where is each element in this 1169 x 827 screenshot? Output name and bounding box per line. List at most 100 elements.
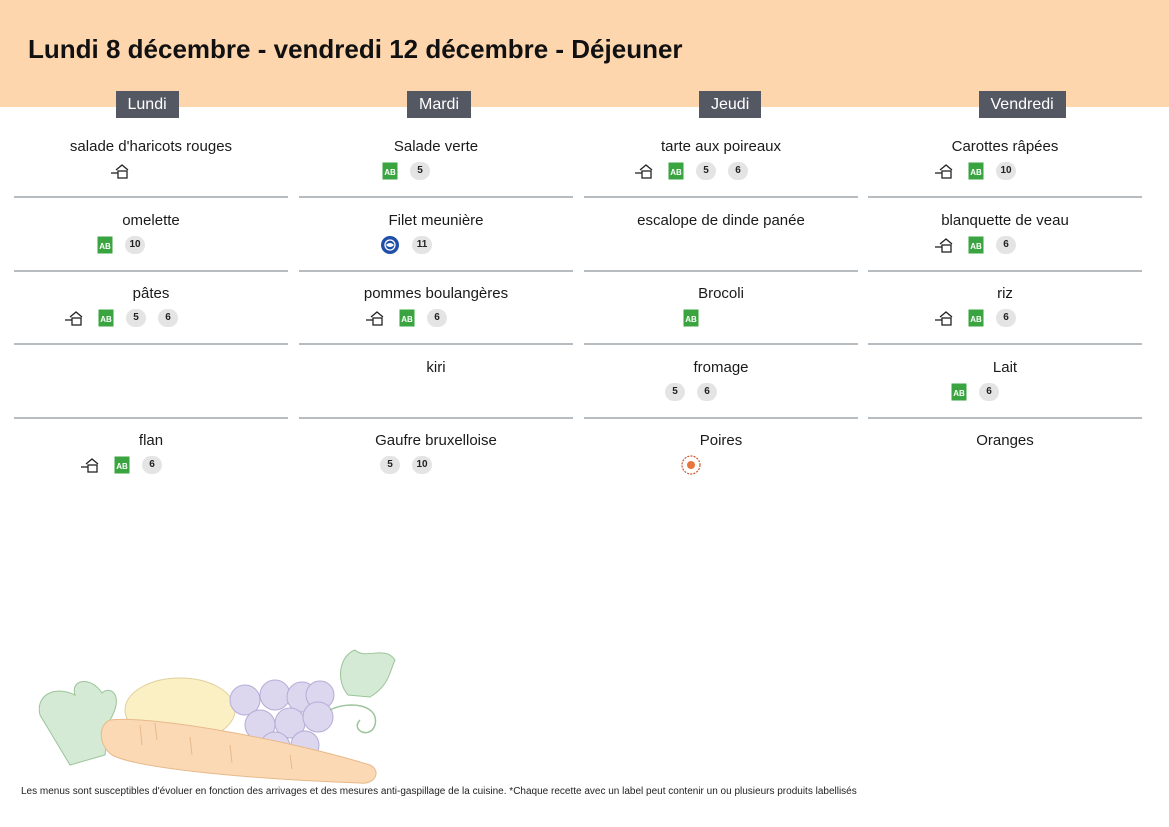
bio-label-icon: AB <box>399 309 415 327</box>
menu-cell: kiri <box>299 312 573 419</box>
allergen-badge: 6 <box>697 382 717 401</box>
menu-cell: Oranges <box>868 385 1142 458</box>
dish-name: flan <box>138 432 164 449</box>
dish-name: escalope de dinde panée <box>637 211 805 229</box>
allergen-badge: 6 <box>996 309 1016 327</box>
bio-label-icon: AB <box>668 162 684 180</box>
dish-name: Gaufre bruxelloise <box>375 432 497 449</box>
row-divider <box>14 416 288 419</box>
menu-cell: blanquette de veau AB 6 <box>868 165 1142 272</box>
dish-name: Brocoli <box>698 285 744 302</box>
menu-cell <box>14 312 288 419</box>
dish-name: salade d'haricots rouges <box>69 138 233 155</box>
bio-label-icon: AB <box>683 309 699 327</box>
allergen-badge: 11 <box>412 235 432 254</box>
allergen-badge: 10 <box>412 456 432 474</box>
dish-name: Filet meunière <box>388 211 484 229</box>
label-row <box>868 455 1142 475</box>
dish-name: pommes boulangères <box>363 285 509 302</box>
menu-cell: pâtes AB 5 6 <box>14 238 288 345</box>
dish-name: pâtes <box>132 285 170 302</box>
bio-label-icon: AB <box>114 456 130 474</box>
dish-name: Lait <box>992 358 1018 376</box>
label-row: AB 5 6 <box>584 161 858 181</box>
svg-text:AB: AB <box>384 168 396 177</box>
fait-maison-icon <box>934 309 956 327</box>
dish-name: Salade verte <box>393 138 479 155</box>
header-band <box>0 0 1169 107</box>
dish-name: blanquette de veau <box>941 211 1069 229</box>
day-header: Jeudi <box>699 91 762 118</box>
svg-text:AB: AB <box>970 315 982 324</box>
allergen-badge: 10 <box>125 235 145 254</box>
menu-cell: Carottes râpées AB 10 <box>868 91 1142 198</box>
label-row: 5 10 <box>299 455 573 475</box>
day-header: Mardi <box>407 91 472 118</box>
svg-text:AB: AB <box>970 168 982 177</box>
svg-text:AB: AB <box>670 168 682 177</box>
row-divider <box>868 343 1142 345</box>
menu-cell: omelette AB 10 <box>14 165 288 272</box>
label-row: AB 5 6 <box>14 308 288 328</box>
svg-text:AB: AB <box>401 315 413 324</box>
menu-cell: riz AB 6 <box>868 238 1142 345</box>
row-divider <box>299 196 573 198</box>
fait-maison-icon <box>934 162 956 180</box>
dish-name: Poires <box>699 432 743 449</box>
day-header: Vendredi <box>978 91 1066 118</box>
allergen-badge: 5 <box>665 382 685 401</box>
dish-name: riz <box>997 285 1013 302</box>
page-title: Lundi 8 décembre - vendredi 12 décembre … <box>28 34 683 64</box>
allergen-badge: 5 <box>410 162 430 180</box>
label-row: AB 10 <box>14 235 288 255</box>
allergen-badge: 6 <box>996 235 1016 254</box>
dish-name: fromage <box>693 358 749 376</box>
fait-maison-icon <box>80 456 102 474</box>
dish-name: tarte aux poireaux <box>660 138 782 155</box>
bio-label-icon: AB <box>968 162 984 180</box>
row-divider <box>299 416 573 419</box>
allergen-badge: 6 <box>979 382 999 401</box>
allergen-badge: 6 <box>142 456 162 474</box>
dish-name: kiri <box>426 358 446 376</box>
menu-cell: salade d'haricots rouges <box>14 91 288 198</box>
fait-maison-icon <box>64 309 86 327</box>
local-product-icon <box>680 454 702 476</box>
menu-cell: tarte aux poireaux AB 5 6 <box>584 91 858 198</box>
menu-cell: Gaufre bruxelloise 5 10 <box>299 385 573 474</box>
svg-text:AB: AB <box>953 389 965 398</box>
menu-cell: Lait AB 6 <box>868 312 1142 419</box>
menu-cell: fromage 5 6 <box>584 312 858 419</box>
row-divider <box>868 416 1142 419</box>
menu-cell: Brocoli AB <box>584 238 858 345</box>
allergen-badge: 6 <box>158 309 178 327</box>
menu-cell: flan AB 6 <box>14 385 288 474</box>
fait-maison-icon <box>634 162 656 180</box>
row-divider <box>299 269 573 272</box>
label-row: AB 6 <box>868 382 1142 402</box>
row-divider <box>584 343 858 345</box>
label-row: AB 6 <box>868 235 1142 255</box>
allergen-badge: 5 <box>126 309 146 327</box>
label-row: AB 6 <box>299 308 573 328</box>
row-divider <box>584 269 858 272</box>
menu-cell: Poires <box>584 385 858 475</box>
svg-text:AB: AB <box>970 242 982 251</box>
row-divider <box>868 196 1142 198</box>
fruit-illustration <box>38 649 396 784</box>
footer-note: Les menus sont susceptibles d'évoluer en… <box>21 786 857 797</box>
allergen-badge: 10 <box>996 162 1016 180</box>
allergen-badge: 6 <box>728 162 748 180</box>
row-divider <box>14 343 288 345</box>
menu-cell: Filet meunière 11 <box>299 165 573 272</box>
menu-cell: escalope de dinde panée <box>584 165 858 272</box>
fait-maison-icon <box>934 236 956 254</box>
bio-label-icon: AB <box>968 236 984 254</box>
svg-text:AB: AB <box>116 462 128 471</box>
fait-maison-icon <box>110 162 132 180</box>
bio-label-icon: AB <box>968 309 984 327</box>
label-row: AB <box>584 308 858 328</box>
bio-label-icon: AB <box>98 309 114 327</box>
day-header: Lundi <box>115 91 179 118</box>
